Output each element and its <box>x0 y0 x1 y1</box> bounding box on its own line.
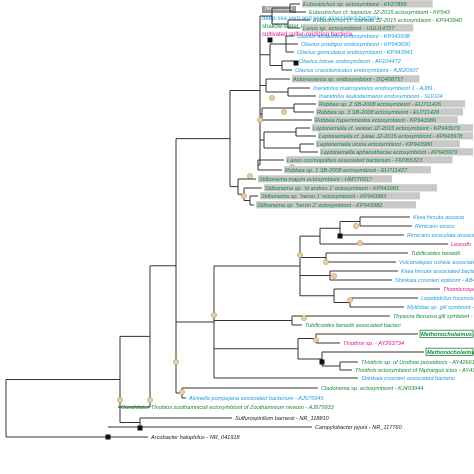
node-support-marker <box>247 173 253 179</box>
tip-label: Robbea hypermnestra ectosymbiont - KP943… <box>315 118 437 124</box>
tip-label: Mytilidae sp. gill symbiont - AM503921 <box>407 305 474 311</box>
tip-highlight <box>318 132 473 140</box>
tip-label: Stilbonema sp. 'heron 1' ectosymbiont - … <box>261 194 387 200</box>
tip-label: Methonocholaimus albidus associat <box>421 332 474 338</box>
node-support-marker <box>211 312 217 318</box>
node-support-marker-solid <box>137 425 143 431</box>
tip-label: Eubostrichus cf. topiarius JZ-2015 ectos… <box>309 10 451 16</box>
tip-label: Inanidrilus leukodermatus endosymbiont -… <box>319 94 442 100</box>
tip-label: Campylobacter jejuni - NR_117760 <box>315 425 403 431</box>
tip-label: Leptonemella cf. vestari JZ-2015 ectosym… <box>313 126 460 132</box>
tip-highlight <box>256 201 416 209</box>
tip-label: Laxus cosmopolitus associated bacterium … <box>287 158 423 164</box>
tip-label: Tubificoides benedii <box>411 251 461 257</box>
tip-highlight <box>419 329 474 338</box>
tip-label: Rimicaris exoculata associa <box>407 233 474 239</box>
tip-highlight <box>260 192 420 200</box>
tip-label: Methonocholaimus albidus associated bact… <box>427 350 474 356</box>
tip-label: Tubificoides benedii associated bacteri <box>305 323 401 329</box>
tip-label: Kiwa hirsuta associa <box>413 215 464 221</box>
legend-item-deep-sea: deep-sea vent and seep associated bacter… <box>262 16 380 22</box>
tip-label: Eubostrichus sp. ectosymbiont - KF27859 <box>303 2 407 8</box>
tip-label: Inanidrilus makropetalos endosymbiont 1 … <box>313 86 432 92</box>
tip-label: Leptonemella aphanothecae ectosymbiont -… <box>321 150 457 156</box>
tip-label: Olavius loisae endosymbiont - AF104472 <box>299 59 402 65</box>
tip-highlight <box>284 166 431 174</box>
node-support-marker-solid <box>337 233 343 239</box>
node-support-marker-solid <box>319 359 325 365</box>
node-support-marker <box>297 252 303 258</box>
tip-highlight <box>316 140 460 148</box>
tip-highlight <box>292 75 420 83</box>
node-support-marker <box>117 397 123 403</box>
tip-highlight <box>320 148 473 156</box>
tip-label: Thiothrix ectosymbiont of Niphargus ictu… <box>355 368 474 374</box>
tip-label: Laxus sp. ectosymbiont - UGU14727 <box>303 26 395 32</box>
tip-label: Stilbonema majum ectosymbiont - HM776017 <box>259 177 373 183</box>
tip-label: Eubostrichus cf. dianeae JZ-2015 ectosym… <box>313 18 463 24</box>
node-support-marker <box>281 109 287 115</box>
node-support-marker <box>313 337 319 343</box>
tip-label: Stilbonema sp. 'st andres 1' ectosymbion… <box>265 186 399 192</box>
tip-label: Candidatus Thiobios zoothamnicoli ectosy… <box>121 405 335 411</box>
tip-label: Arcobacter halophilus - NR_041918 <box>150 435 241 441</box>
node-support-marker-solid <box>267 37 273 43</box>
legend-item-cultivated: cultivated sulfur-oxidizing bacteria <box>262 32 353 38</box>
node-support-marker <box>347 297 353 303</box>
tip-label: Alvinella pompejana associated bacterium… <box>188 396 324 402</box>
node-support-marker <box>301 315 307 321</box>
tip-label: Cladonema sp. ectosymbiont - KJ493944 <box>321 386 423 392</box>
node-support-marker <box>353 223 359 229</box>
tip-highlight <box>312 124 473 132</box>
node-support-marker <box>357 240 363 246</box>
tip-label: Olavius prodigus endosymbiont - KP943930 <box>301 42 411 48</box>
tip-label: Vulcanolepas osheai associated <box>399 260 474 266</box>
node-support-marker <box>179 389 185 395</box>
tip-highlight <box>258 175 392 183</box>
node-support-marker-solid <box>105 434 111 440</box>
tip-highlight <box>264 184 437 192</box>
tip-label: Olavius albidoides endosymbiont - KP9439… <box>297 34 411 40</box>
node-support-marker-solid <box>293 60 299 66</box>
tip-highlight <box>318 100 465 108</box>
tip-highlight <box>286 156 453 164</box>
tip-label: Leptonemella vicina ectosymbiont - KP943… <box>317 142 433 148</box>
node-support-marker <box>147 397 153 403</box>
tip-label: Thyasira flexuosa gill symbiont - L01575 <box>393 314 474 320</box>
tip-label: Lepetodrilus fucensis gill e <box>421 296 474 302</box>
tip-label: Sulfurospirillum barnesii - NR_118810 <box>235 416 330 422</box>
tip-label: Shinkaia crosnieri associated bacteriu <box>361 376 455 382</box>
tip-label: Rimicaris exocu <box>415 224 454 230</box>
tip-label: Thiothrix sp. - AY263734 <box>343 341 404 347</box>
tip-label: Thiomicrospira sp. - AF <box>443 287 474 293</box>
tip-label: Leucoth <box>451 242 471 248</box>
node-support-marker <box>331 273 337 279</box>
tip-label: Robbea sp. 1 SB-2008 ectosymbiont - EU71… <box>285 168 408 174</box>
tip-label: Leptonemella cf. juliae JZ-2015 ectosymb… <box>319 134 463 140</box>
tip-label: Shinkaia crosnieri epibiont - AB44017 <box>395 278 474 284</box>
tip-highlight <box>425 347 474 356</box>
node-support-marker <box>173 359 179 365</box>
tip-label: Astomonema sp. endosymbiont - DQ408757 <box>292 77 404 83</box>
tip-label: Kiwa hirsuta associated bacterium - <box>401 269 474 275</box>
tip-label: Robbea sp. 2 SB-2008 ectosymbiont - EU71… <box>319 102 442 108</box>
tip-highlight <box>302 0 433 8</box>
tip-label: Olavius crassitunicatus endosymbiont - A… <box>295 68 419 74</box>
node-support-marker <box>241 193 247 199</box>
tip-label: Stilbonema sp. 'heron 2' ectosymbiont - … <box>257 203 383 209</box>
tip-label: Thiothrix sp. of Urothoe poseidonis - AY… <box>361 360 474 366</box>
legend-title: Nematode <box>262 6 296 13</box>
tip-highlight <box>316 108 463 116</box>
node-support-marker <box>269 95 275 101</box>
tip-label: Robbea sp. 3 SB-2008 ectosymbiont - EU71… <box>317 110 440 116</box>
tip-highlight <box>302 24 414 32</box>
node-support-marker <box>323 259 329 265</box>
tip-highlight <box>314 116 458 124</box>
tip-label: Olavius geniculatus endosymbiont - KP943… <box>297 50 413 56</box>
node-support-marker <box>257 117 263 123</box>
